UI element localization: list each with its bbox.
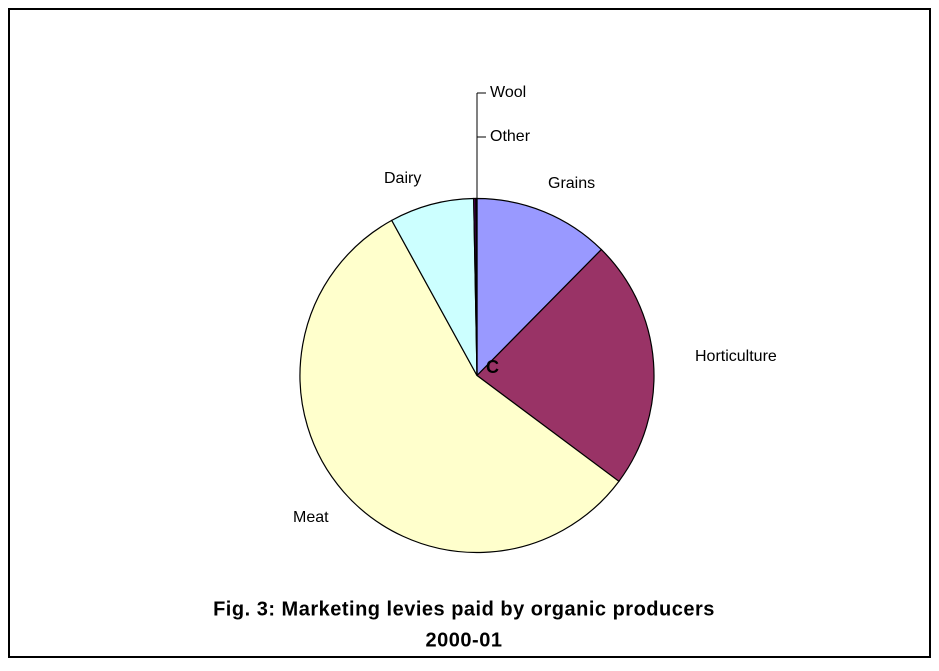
chart-title: Fig. 3: Marketing levies paid by organic… [213,598,715,620]
slice-label: Horticulture [695,348,777,365]
pie-slice [476,248,655,483]
slice-label: Meat [293,509,329,526]
slice-label: Other [490,128,531,145]
pie-slice [299,219,620,554]
chart-title: 2000-01 [426,629,503,651]
slice-label: Grains [548,175,595,192]
pie-slice [476,197,603,377]
slice-label: Wool [490,84,526,101]
annotation: C [486,357,499,377]
slice-label: Dairy [384,170,421,187]
